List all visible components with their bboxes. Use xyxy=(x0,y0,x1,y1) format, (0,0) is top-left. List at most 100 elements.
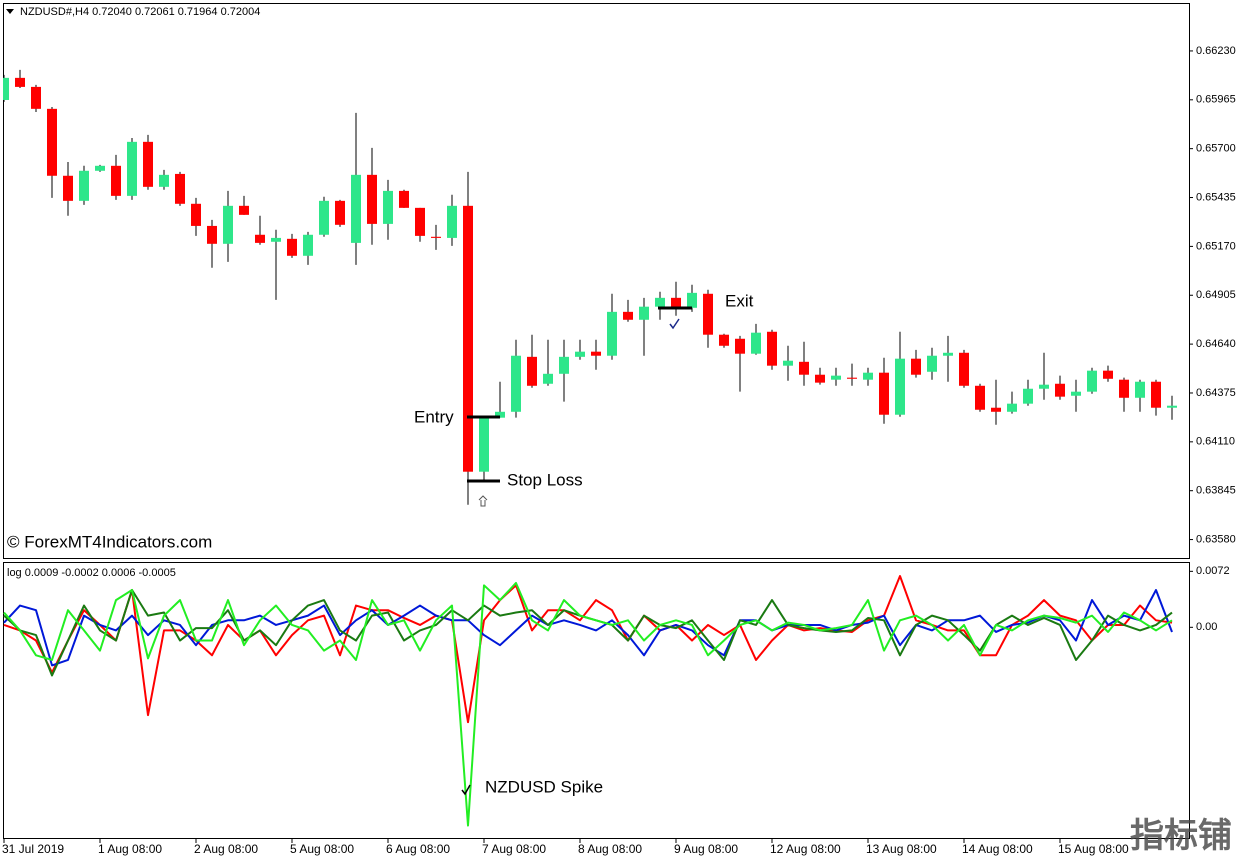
check-icon xyxy=(669,318,680,330)
candle-body xyxy=(591,351,601,356)
candle-body xyxy=(15,77,25,87)
candle-body xyxy=(175,173,185,204)
candle-body xyxy=(47,108,57,176)
candle-body xyxy=(735,338,745,354)
candle-body xyxy=(1071,391,1081,396)
y-tick-label: 0.65965 xyxy=(1196,94,1236,106)
candle-body xyxy=(511,355,521,412)
x-tick-label: 7 Aug 08:00 xyxy=(482,842,546,856)
candle-body xyxy=(223,205,233,244)
candle-body xyxy=(79,170,89,201)
x-tick-label: 6 Aug 08:00 xyxy=(386,842,450,856)
y-tick-label: 0.0072 xyxy=(1196,565,1230,577)
candle-body xyxy=(687,292,697,308)
candle-body xyxy=(767,331,777,366)
candle-body xyxy=(623,311,633,320)
candle-body xyxy=(1167,405,1177,408)
copyright: © ForexMT4Indicators.com xyxy=(7,532,212,551)
candle-body xyxy=(463,205,473,472)
indicator-line xyxy=(3,588,1173,667)
candle-body xyxy=(751,332,761,354)
y-tick-label: 0.65700 xyxy=(1196,143,1236,155)
indicator-plot xyxy=(3,574,1173,827)
candle-body xyxy=(3,77,9,100)
y-tick-label: 0.63845 xyxy=(1196,485,1236,497)
candle-body xyxy=(1103,370,1113,379)
x-tick-label: 31 Jul 2019 xyxy=(2,842,64,856)
candle-body xyxy=(367,174,377,224)
candle-body xyxy=(895,358,905,415)
candle-body xyxy=(1135,381,1145,398)
candle-body xyxy=(847,377,857,379)
candle-body xyxy=(159,174,169,187)
candle-body xyxy=(127,141,137,196)
indicator-title: log 0.0009 -0.0002 0.0006 -0.0005 xyxy=(7,567,176,579)
candle-body xyxy=(1039,384,1049,389)
candle-body xyxy=(959,352,969,386)
candle-body xyxy=(431,236,441,238)
candle-body xyxy=(95,165,105,171)
candle-body xyxy=(639,306,649,320)
x-tick-label: 9 Aug 08:00 xyxy=(674,842,738,856)
spike-label: NZDUSD Spike xyxy=(485,777,603,796)
y-tick-label: 0.64110 xyxy=(1196,436,1235,448)
y-tick-label: 0.65435 xyxy=(1196,191,1236,203)
menu-triangle xyxy=(6,9,14,14)
candle-body xyxy=(911,358,921,375)
candle-body xyxy=(255,234,265,243)
candle-body xyxy=(143,141,153,187)
candle-body xyxy=(1119,379,1129,398)
candle-body xyxy=(1151,381,1161,408)
candle-body xyxy=(719,334,729,346)
candle-body xyxy=(815,374,825,383)
candle-body xyxy=(1007,403,1017,412)
check-icon xyxy=(461,784,471,796)
y-tick-label: 0.64375 xyxy=(1196,387,1236,399)
price-panel xyxy=(3,3,1190,559)
candle-body xyxy=(239,205,249,215)
candle-body xyxy=(1055,383,1065,397)
candle-body xyxy=(783,360,793,366)
x-tick-label: 14 Aug 08:00 xyxy=(962,842,1033,856)
y-tick-label: 0.00 xyxy=(1196,621,1217,633)
y-tick-label: 0.63580 xyxy=(1196,533,1236,545)
candle-body xyxy=(383,190,393,224)
candle-body xyxy=(543,373,553,384)
candle-body xyxy=(335,200,345,225)
candle-body xyxy=(831,375,841,380)
stop-loss-label: Stop Loss xyxy=(507,470,583,489)
x-tick-label: 8 Aug 08:00 xyxy=(578,842,642,856)
candle-body xyxy=(975,385,985,410)
x-tick-label: 15 Aug 08:00 xyxy=(1058,842,1129,856)
x-tick-label: 2 Aug 08:00 xyxy=(194,842,258,856)
candle-body xyxy=(351,174,361,243)
candle-body xyxy=(559,356,569,374)
candle-body xyxy=(799,361,809,375)
candle-body xyxy=(671,297,681,308)
candle-body xyxy=(111,165,121,196)
exit-label: Exit xyxy=(725,291,754,310)
chart-title: NZDUSD#,H4 0.72040 0.72061 0.71964 0.720… xyxy=(20,6,260,18)
candle-body xyxy=(479,417,489,472)
candle-body xyxy=(607,311,617,356)
entry-label: Entry xyxy=(414,407,454,426)
indicator-panel xyxy=(3,562,1190,839)
price-plot xyxy=(3,69,1177,505)
y-tick-label: 0.64640 xyxy=(1196,338,1236,350)
candle-body xyxy=(191,203,201,226)
candle-body xyxy=(63,175,73,201)
candle-body xyxy=(447,205,457,238)
x-tick-label: 5 Aug 08:00 xyxy=(290,842,354,856)
candle-body xyxy=(495,411,505,418)
x-tick-label: 1 Aug 08:00 xyxy=(98,842,162,856)
candle-body xyxy=(863,372,873,380)
candle-body xyxy=(399,190,409,208)
candle-body xyxy=(1023,388,1033,404)
candle-body xyxy=(703,293,713,335)
candle-body xyxy=(207,225,217,244)
x-tick-label: 12 Aug 08:00 xyxy=(770,842,841,856)
x-tick-label: 13 Aug 08:00 xyxy=(866,842,937,856)
candle-body xyxy=(575,351,585,357)
